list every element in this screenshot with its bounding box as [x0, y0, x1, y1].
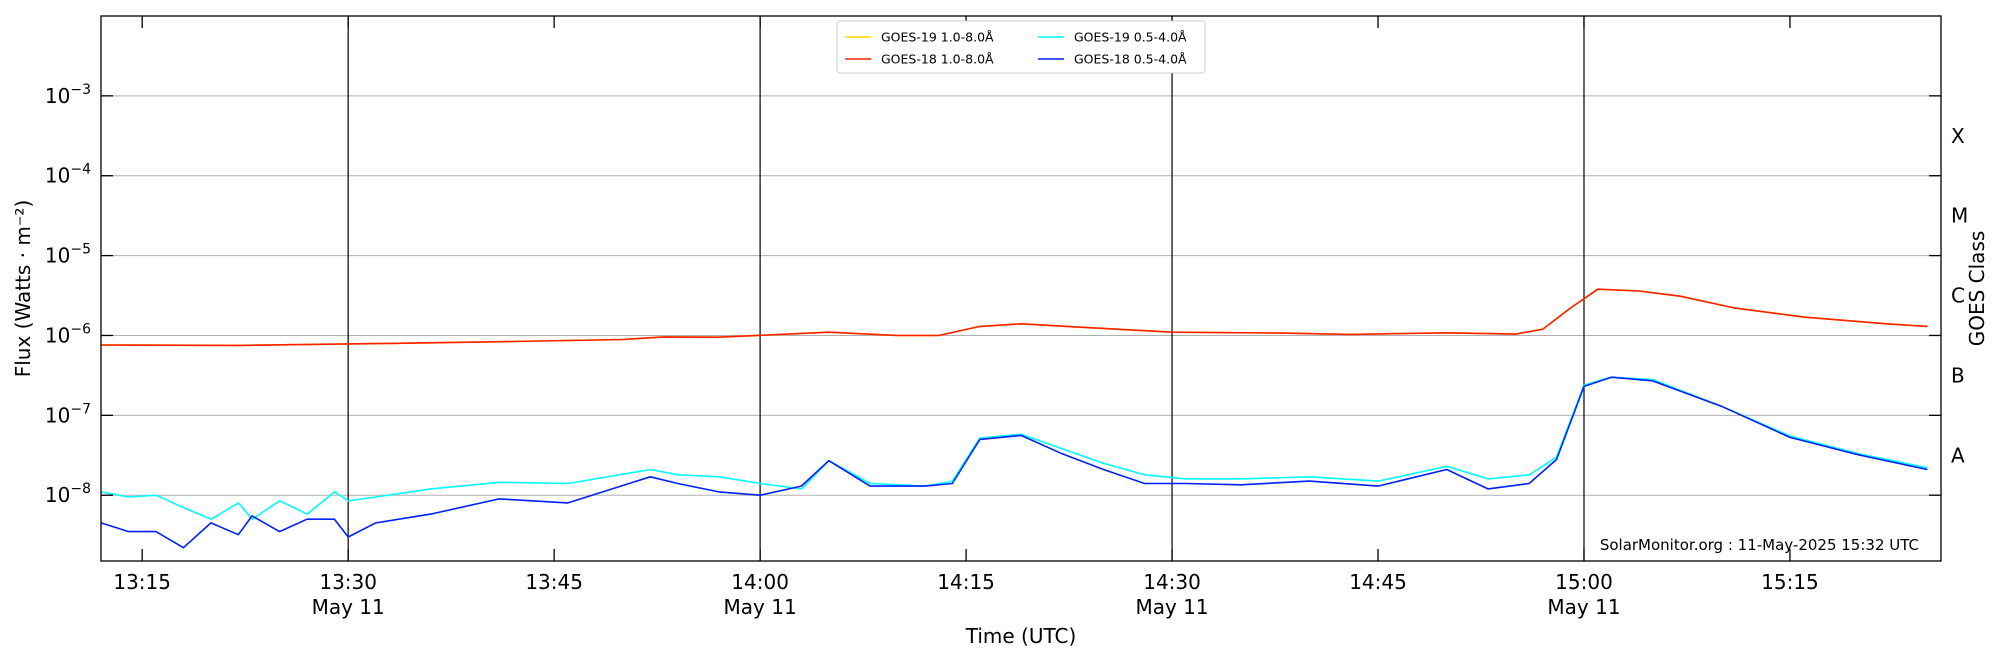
y-tick-base: 10: [45, 84, 70, 108]
goes-class-label: B: [1951, 363, 1965, 387]
legend-box: [836, 20, 1206, 74]
y-tick-label: 10−5: [45, 242, 91, 268]
y-tick-base: 10: [45, 403, 70, 427]
y-tick-exponent: −6: [70, 321, 91, 337]
series-line-4: [100, 376, 1928, 549]
y-axis-title: Flux (Watts · m⁻²): [11, 200, 35, 378]
x-tick-label: 15:00: [1555, 570, 1613, 594]
goes-class-label: A: [1951, 443, 1965, 467]
goes-class-label: X: [1951, 124, 1965, 148]
goes-class-label: M: [1951, 204, 1968, 228]
goes-class-axis-title: GOES Class: [1965, 231, 1989, 347]
legend-items: GOES-19 1.0-8.0Å GOES-18 1.0-8.0Å GOES-19 …: [845, 30, 1187, 67]
goes-class-label: C: [1951, 284, 1965, 308]
x-tick-label: 13:45: [525, 570, 583, 594]
legend-label: GOES-18 0.5-4.0Å: [1074, 52, 1187, 67]
y-tick-exponent: −5: [70, 242, 91, 258]
y-tick-exponent: −7: [70, 401, 91, 417]
x-tick-label: 14:15: [937, 570, 995, 594]
y-tick-label: 10−4: [45, 162, 91, 188]
x-tick-date-label: May 11: [1135, 595, 1208, 619]
x-tick-label: 14:45: [1349, 570, 1407, 594]
x-tick-label: 15:15: [1761, 570, 1819, 594]
x-tick-date-label: May 11: [724, 595, 797, 619]
legend: GOES-19 1.0-8.0Å GOES-18 1.0-8.0Å GOES-19 …: [836, 20, 1206, 74]
credit-annotation: SolarMonitor.org : 11-May-2025 15:32 UTC: [1600, 536, 1919, 554]
y-tick-label: 10−3: [45, 82, 91, 108]
series-line-3: [100, 376, 1928, 521]
y-tick-label: 10−8: [45, 481, 91, 507]
x-tick-date-label: May 11: [1547, 595, 1620, 619]
y-tick-exponent: −8: [70, 481, 91, 497]
legend-label: GOES-19 1.0-8.0Å: [881, 30, 994, 45]
x-tick-label: 14:30: [1143, 570, 1201, 594]
legend-label: GOES-18 1.0-8.0Å: [881, 52, 994, 67]
vertical-marker-lines: [347, 16, 1585, 561]
plot-frame: [100, 15, 1942, 562]
x-tick-date-label: May 11: [312, 595, 385, 619]
y-tick-base: 10: [45, 164, 70, 188]
y-tick-exponent: −4: [70, 162, 91, 178]
y-tick-label: 10−7: [45, 401, 91, 427]
y-tick-base: 10: [45, 323, 70, 347]
x-tick-label: 13:15: [113, 570, 171, 594]
y-tick-base: 10: [45, 483, 70, 507]
x-tick-label: 13:30: [319, 570, 377, 594]
x-tick-label: 14:00: [731, 570, 789, 594]
series-layer: [100, 288, 1928, 549]
x-axis-title: Time (UTC): [965, 624, 1077, 648]
legend-label: GOES-19 0.5-4.0Å: [1074, 30, 1187, 45]
grid-layer: [101, 95, 1941, 496]
series-line-2: [100, 288, 1928, 347]
y-tick-base: 10: [45, 244, 70, 268]
y-tick-label: 10−6: [45, 321, 91, 347]
y-tick-exponent: −3: [70, 82, 91, 98]
